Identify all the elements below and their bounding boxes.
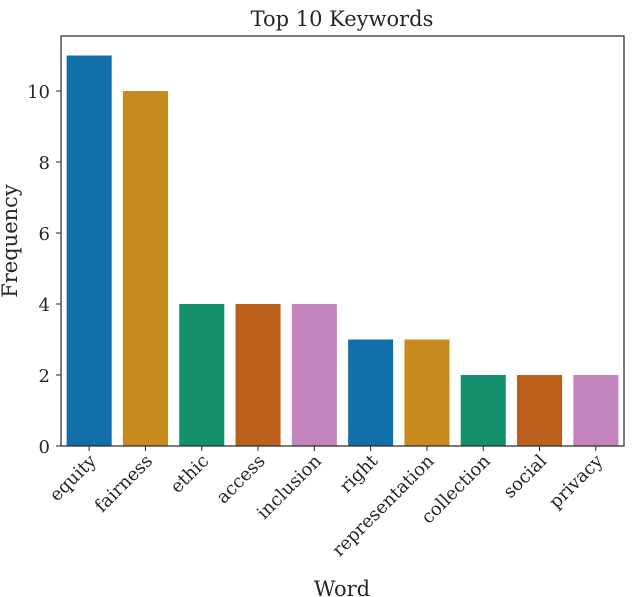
x-tick-label: ethic — [166, 451, 213, 498]
bar-representation — [404, 339, 450, 446]
y-tick-label: 2 — [39, 366, 50, 387]
y-tick-label: 4 — [39, 295, 50, 316]
x-tick-label: right — [336, 450, 383, 497]
bar-fairness — [122, 91, 168, 447]
bars-group — [66, 55, 619, 447]
y-tick-label: 0 — [39, 437, 50, 458]
y-tick-label: 8 — [39, 153, 50, 174]
bar-right — [348, 339, 394, 446]
x-tick-label: privacy — [545, 450, 608, 513]
bar-ethic — [179, 304, 225, 446]
y-axis-label: Frequency — [0, 184, 22, 298]
y-tick-label: 10 — [27, 82, 50, 103]
bar-equity — [66, 55, 112, 447]
y-tick-label: 6 — [39, 224, 50, 245]
chart-title: Top 10 Keywords — [251, 7, 434, 31]
bar-access — [235, 304, 281, 446]
bar-collection — [460, 375, 506, 446]
x-axis-label: Word — [314, 577, 370, 597]
bar-social — [517, 375, 563, 446]
x-tick-label: equity — [46, 450, 102, 506]
x-tick-label: social — [499, 451, 551, 503]
bar-inclusion — [291, 304, 337, 446]
plot-frame — [60, 35, 625, 447]
x-tick-label: fairness — [91, 451, 157, 517]
bar-privacy — [573, 375, 619, 446]
y-ticks-group: 0 2 4 6 8 10 — [27, 82, 61, 458]
x-tick-label: representation — [328, 450, 439, 561]
